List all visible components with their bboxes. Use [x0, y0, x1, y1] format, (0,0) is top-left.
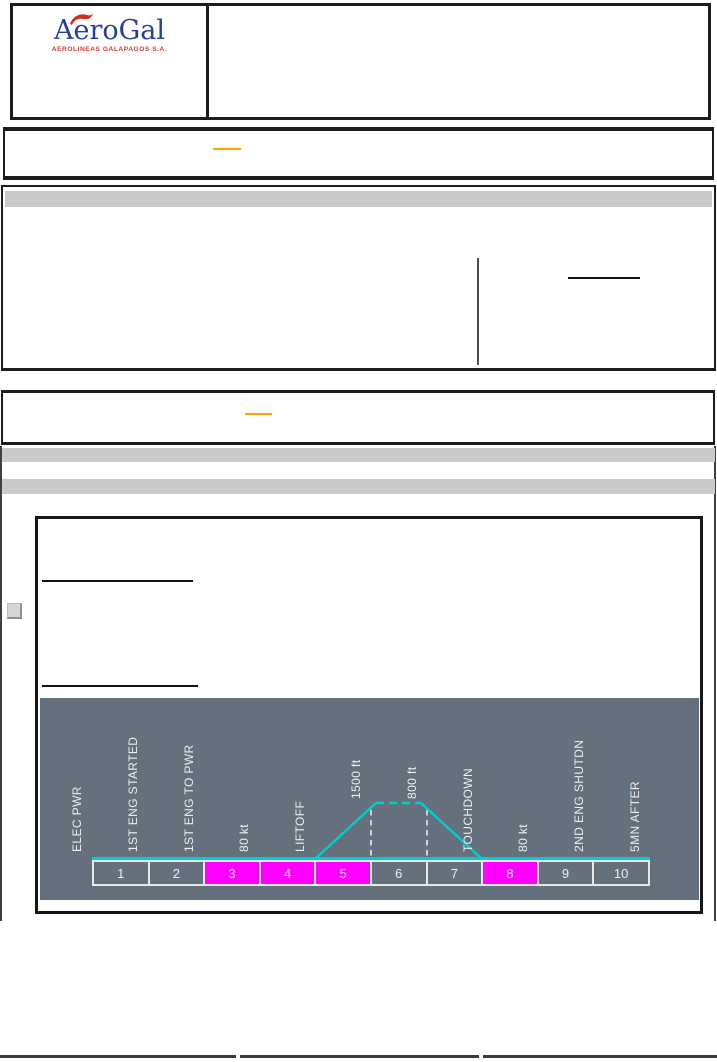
header-title-cell [209, 6, 708, 117]
milestone-label: ELEC PWR [70, 786, 84, 852]
phase-cell-10: 10 [592, 862, 648, 884]
milestone-label: 5MN AFTER [628, 781, 642, 852]
phase-cell-2: 2 [147, 862, 204, 884]
header-table: AeroGal AEROLINEAS GALAPAGOS S.A. [10, 3, 711, 120]
section-bar-1 [2, 448, 715, 462]
brand-subtitle: AEROLINEAS GALAPAGOS S.A. [51, 46, 168, 53]
flight-phase-diagram: 1 2 3 4 5 6 7 8 9 10 ELEC PWR 1ST ENG STARTED 1ST E… [40, 698, 699, 900]
text-underline [568, 277, 640, 279]
content-section [0, 446, 716, 921]
phase-cell-8: 8 [481, 862, 537, 884]
heading-underline-2 [42, 685, 198, 687]
milestone-label: 1ST ENG TO PWR [181, 744, 196, 852]
phase-cell-5: 5 [314, 862, 370, 884]
milestone-label: 80 kt [237, 823, 252, 852]
header-logo-cell: AeroGal AEROLINEAS GALAPAGOS S.A. [13, 6, 209, 117]
flight-path-graphic [314, 801, 483, 860]
milestone-label: 800 ft [404, 766, 419, 799]
heading-underline-1 [42, 580, 193, 582]
link-underline[interactable] [213, 148, 241, 150]
phase-cell-9: 9 [536, 862, 593, 884]
footer-table [0, 1055, 717, 1062]
section-header-bar [5, 191, 712, 207]
ground-line [92, 857, 650, 860]
phase-number-bar: 1 2 3 4 5 6 7 8 9 10 [92, 860, 650, 886]
milestone-label: 80 kt [516, 823, 531, 852]
phase-cell-4: 4 [258, 862, 315, 884]
milestone-label: TOUCHDOWN [460, 767, 475, 852]
link-underline-2[interactable] [245, 413, 272, 415]
column-divider [477, 258, 479, 365]
info-box [1, 185, 716, 371]
milestone-label: LIFTOFF [293, 800, 308, 852]
milestone-label: 2ND ENG SHUTDN [572, 739, 587, 852]
section-bar-2 [2, 479, 715, 494]
climb-path [314, 802, 377, 860]
footer-column-1 [0, 1055, 236, 1062]
phase-cell-7: 7 [425, 862, 482, 884]
footer-column-2 [240, 1055, 479, 1062]
descent-path [420, 802, 483, 860]
milestone-label: 1500 ft [349, 759, 363, 800]
phase-cell-1: 1 [117, 865, 125, 881]
brand-logo: AeroGal [54, 13, 165, 44]
milestone-label: 1ST ENG STARTED [125, 736, 140, 852]
figure-box [35, 516, 703, 914]
object-anchor-icon[interactable] [7, 603, 22, 619]
phase-cell-3: 3 [203, 862, 259, 884]
hummingbird-icon [70, 13, 94, 25]
subtitle-box [1, 390, 715, 445]
title-box [3, 127, 714, 180]
footer-column-3 [483, 1055, 717, 1062]
phase-cell-6: 6 [369, 862, 426, 884]
